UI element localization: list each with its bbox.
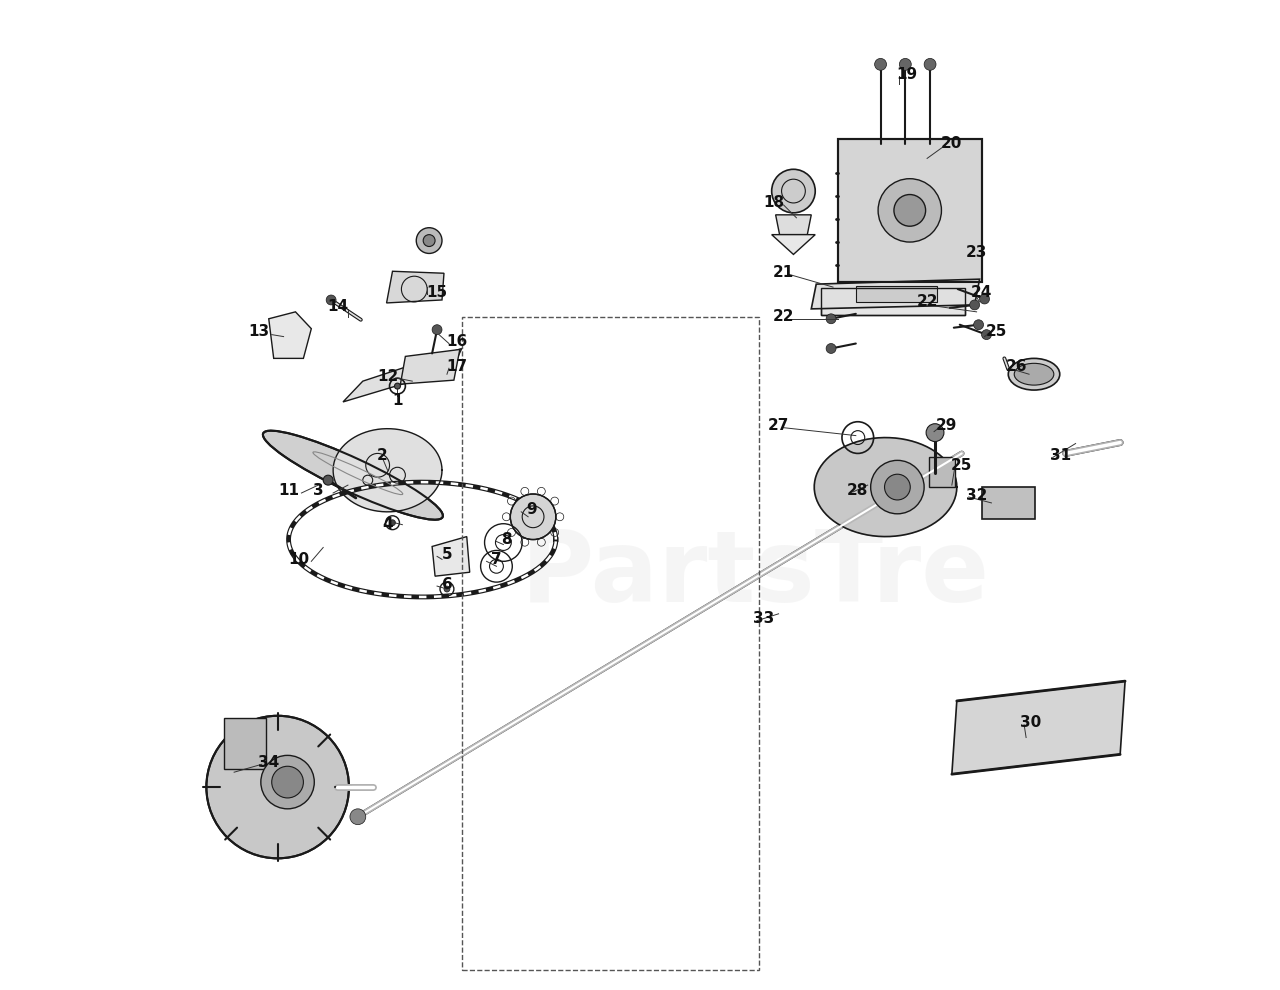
Circle shape [874,58,887,70]
Polygon shape [772,235,815,254]
Circle shape [326,295,337,305]
Polygon shape [333,429,442,512]
Circle shape [970,300,979,310]
Polygon shape [401,349,460,384]
Bar [462,317,759,970]
Text: 8: 8 [500,532,512,547]
Text: 18: 18 [763,195,785,211]
Text: 6: 6 [442,576,452,592]
Circle shape [870,460,924,514]
Circle shape [772,169,815,213]
Text: 25: 25 [951,457,973,473]
Text: 22: 22 [773,309,795,325]
Text: 12: 12 [376,368,398,384]
Circle shape [884,474,910,500]
Ellipse shape [1009,358,1060,390]
Circle shape [271,766,303,798]
Text: 14: 14 [328,299,348,315]
Text: 5: 5 [442,546,452,562]
Text: 26: 26 [1006,358,1027,374]
Circle shape [927,424,943,442]
Text: 31: 31 [1050,447,1071,463]
Circle shape [394,383,401,389]
Polygon shape [814,438,957,537]
Circle shape [206,716,349,858]
Text: 20: 20 [941,136,963,151]
Bar [856,286,937,302]
Circle shape [416,228,442,253]
Text: 11: 11 [278,482,300,498]
Circle shape [323,475,333,485]
Circle shape [878,178,942,242]
Polygon shape [343,348,462,402]
Circle shape [349,809,366,825]
Ellipse shape [1014,363,1053,385]
Circle shape [511,494,556,540]
Polygon shape [952,681,1125,774]
Text: 7: 7 [492,551,502,567]
Circle shape [893,194,925,227]
Bar [838,139,982,282]
Circle shape [974,320,983,330]
Polygon shape [269,312,311,358]
Polygon shape [776,215,812,235]
Text: 34: 34 [259,754,279,770]
Circle shape [424,235,435,247]
Text: 30: 30 [1020,715,1042,731]
Text: 10: 10 [288,551,308,567]
Bar [224,718,266,769]
Text: 4: 4 [383,517,393,533]
Polygon shape [387,271,444,303]
Text: 17: 17 [447,358,467,374]
Bar [929,457,955,487]
Text: 25: 25 [986,324,1007,340]
Text: 21: 21 [773,264,794,280]
Text: 2: 2 [378,447,388,463]
Ellipse shape [262,431,443,520]
Text: 29: 29 [936,418,957,434]
Text: 33: 33 [753,611,774,627]
Text: 28: 28 [847,482,869,498]
Bar [822,288,965,315]
Text: 3: 3 [312,482,324,498]
Circle shape [826,314,836,324]
Circle shape [826,344,836,353]
Bar [822,288,965,315]
Circle shape [924,58,936,70]
Text: 9: 9 [526,502,536,518]
Text: 15: 15 [426,284,448,300]
Circle shape [261,755,315,809]
Text: 24: 24 [970,284,992,300]
Bar [838,139,982,282]
Text: 1: 1 [392,393,403,409]
Text: 19: 19 [897,66,918,82]
Circle shape [433,325,442,335]
Circle shape [444,586,451,592]
Text: 16: 16 [447,334,467,349]
Text: 13: 13 [248,324,269,340]
Text: PartsTre: PartsTre [521,526,991,623]
Text: 32: 32 [966,487,987,503]
Polygon shape [812,279,979,309]
Circle shape [389,520,396,526]
Polygon shape [433,537,470,576]
Text: 22: 22 [916,294,938,310]
Circle shape [979,294,989,304]
Circle shape [982,330,992,340]
Circle shape [900,58,911,70]
Bar [982,487,1036,519]
Text: 27: 27 [768,418,790,434]
Text: 23: 23 [966,245,987,260]
